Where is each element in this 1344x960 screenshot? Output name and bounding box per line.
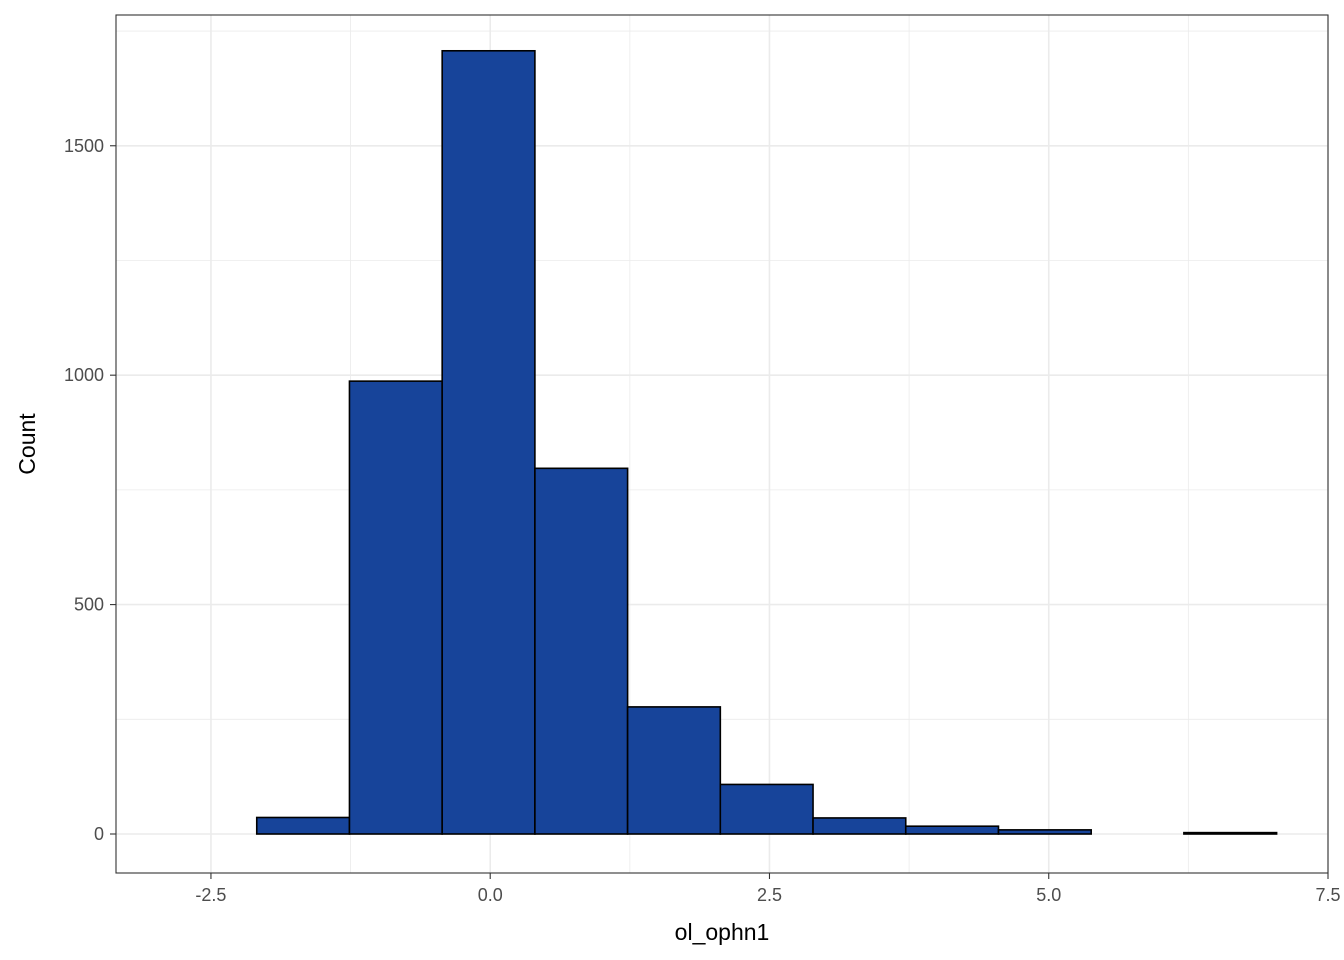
- y-tick-label: 1000: [64, 365, 104, 385]
- y-tick-label: 500: [74, 595, 104, 615]
- panel-border: [115, 14, 1329, 874]
- histogram-bar: [348, 380, 443, 835]
- x-tick-label: -2.5: [195, 885, 226, 905]
- y-axis-ticks: 0 500 1000 1500: [64, 136, 116, 844]
- y-tick-label: 0: [94, 824, 104, 844]
- histogram-bar: [719, 783, 814, 835]
- grid-minor: [116, 15, 1328, 873]
- x-axis-title: ol_ophn1: [675, 919, 770, 945]
- y-axis-title: Count: [14, 413, 40, 475]
- histogram-bar: [441, 49, 536, 835]
- y-tick-label: 1500: [64, 136, 104, 156]
- grid-major: [116, 15, 1329, 873]
- histogram-bar: [626, 706, 722, 835]
- x-tick-label: 0.0: [478, 885, 503, 905]
- histogram-bar: [255, 816, 351, 835]
- histogram-bar: [534, 467, 629, 835]
- histogram-bar: [997, 829, 1092, 835]
- x-tick-label: 7.5: [1315, 885, 1340, 905]
- bars: [255, 49, 1278, 835]
- x-axis-ticks: -2.5 0.0 2.5 5.0 7.5: [195, 873, 1341, 905]
- histogram-bar: [812, 817, 907, 835]
- x-tick-label: 5.0: [1036, 885, 1061, 905]
- histogram-bar: [1183, 831, 1278, 835]
- x-tick-label: 2.5: [757, 885, 782, 905]
- histogram-bar: [904, 825, 1000, 835]
